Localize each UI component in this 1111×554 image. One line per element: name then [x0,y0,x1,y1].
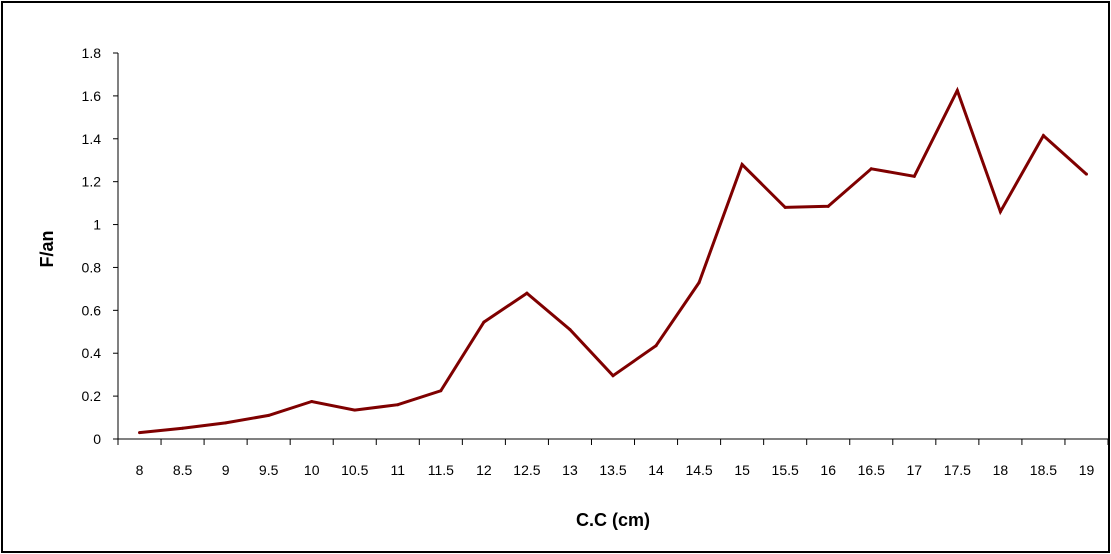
x-tick-label: 17.5 [944,462,971,478]
data-point [353,408,357,412]
x-tick-label: 10.5 [341,462,368,478]
x-tick-label: 14.5 [685,462,712,478]
y-tick-label: 0.6 [82,302,102,318]
x-tick-label: 13 [562,462,578,478]
y-tick-label: 0 [93,431,101,447]
y-tick-label: 1.4 [82,131,102,147]
x-tick-label: 14 [648,462,664,478]
data-point [267,413,271,417]
x-tick-label: 15 [734,462,750,478]
data-point [310,399,314,403]
y-tick-label: 1.8 [82,45,102,61]
data-point [181,426,185,430]
data-point [224,421,228,425]
y-tick-label: 0.4 [82,345,102,361]
x-tick-label: 18.5 [1030,462,1057,478]
data-point [869,167,873,171]
x-tick-label: 18 [993,462,1009,478]
data-point [912,174,916,178]
x-tick-label: 16 [820,462,836,478]
y-tick-label: 0.8 [82,259,102,275]
data-point [955,89,959,93]
x-tick-label: 19 [1079,462,1095,478]
x-tick-label: 16.5 [858,462,885,478]
x-tick-label: 12 [476,462,492,478]
data-point [740,163,744,167]
x-tick-label: 11 [391,462,406,478]
x-tick-label: 8.5 [173,462,193,478]
y-tick-label: 1.2 [82,174,102,190]
data-point [1084,172,1088,176]
data-point [611,374,615,378]
data-point [783,205,787,209]
series-group [138,86,1088,435]
x-tick-label: 17 [907,462,923,478]
data-point [826,204,830,208]
data-point [396,403,400,407]
y-tick-label: 1.6 [82,88,102,104]
data-point [138,431,142,435]
x-tick-label: 13.5 [599,462,626,478]
x-tick-label: 12.5 [513,462,540,478]
data-point [482,320,486,324]
y-tick-label: 1 [93,217,101,233]
series-line [139,86,1088,435]
x-axis: 8 8.5 9 9.5 10 10.5 11 11.5 12 12.5 13 13.5 14 14.5 15… [117,438,1109,478]
x-axis-title: C.C (cm) [576,510,650,530]
x-tick-label: 9 [222,462,230,478]
data-point [998,210,1002,214]
x-tick-label: 8 [136,462,144,478]
data-point [525,291,529,295]
data-point [439,389,443,393]
data-point [568,328,572,332]
x-tick-label: 10 [304,462,320,478]
data-point [697,280,701,284]
y-axis: 0 0.2 0.4 0.6 0.8 1 1.2 1.4 1.6 1.8 [82,45,119,447]
x-tick-label: 15.5 [772,462,799,478]
x-tick-label: 9.5 [259,462,279,478]
x-tick-label: 11.5 [428,462,454,478]
y-tick-label: 0.2 [82,388,102,404]
y-axis-title: F/an [37,230,57,267]
data-point [1041,134,1045,138]
data-point [654,344,658,348]
